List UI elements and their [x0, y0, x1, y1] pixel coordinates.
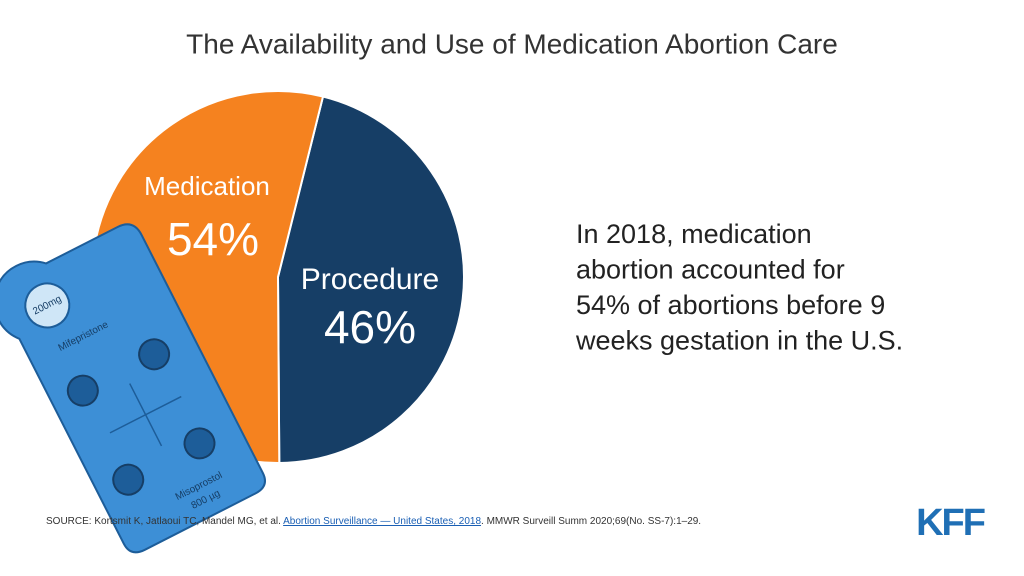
chart-title: The Availability and Use of Medication A…: [186, 28, 838, 59]
slice-value: 46%: [324, 301, 416, 353]
annotation: In 2018, medication abortion accounted fo…: [575, 219, 903, 356]
source-link[interactable]: Abortion Surveillance — United States, 2…: [283, 516, 481, 527]
pie-slice: [276, 95, 465, 465]
pill-pack: 200mg Mifepristone Misoprostol 800 µg: [0, 223, 266, 554]
slice-value: 54%: [167, 213, 259, 265]
annotation-line: In 2018, medication: [576, 219, 812, 249]
annotation-line: 54% of abortions before 9: [576, 290, 885, 320]
pill: [183, 427, 216, 460]
logo: KFF: [916, 502, 985, 544]
source-text: . MMWR Surveill Summ 2020;69(No. SS-7):1…: [481, 516, 701, 527]
source: SOURCE: Kortsmit K, Jatlaoui TC, Mandel …: [46, 516, 701, 527]
annotation-line: abortion accounted for: [576, 255, 845, 285]
slice-name: Medication: [144, 171, 270, 201]
pill: [138, 338, 171, 371]
annotation-line: weeks gestation in the U.S.: [575, 326, 903, 356]
divider: [109, 395, 182, 434]
pill: [112, 463, 145, 496]
source-text: SOURCE: Kortsmit K, Jatlaoui TC, Mandel …: [46, 516, 283, 527]
pill: [66, 374, 99, 407]
slice-name: Procedure: [301, 263, 439, 296]
pill: [24, 282, 71, 329]
